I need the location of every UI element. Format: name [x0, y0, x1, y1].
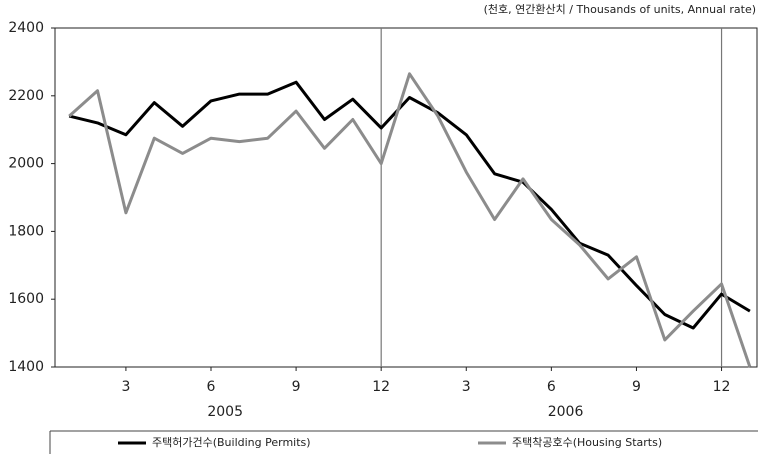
y-tick-label: 1600 — [8, 291, 44, 307]
year-label: 2006 — [548, 404, 584, 420]
plot-frame — [54, 27, 758, 368]
x-tick-label: 9 — [632, 379, 641, 395]
x-tick-label: 3 — [121, 379, 130, 395]
year-label: 2005 — [207, 404, 243, 420]
y-tick-label: 2200 — [8, 88, 44, 104]
y-tick-label: 2000 — [8, 156, 44, 172]
y-tick-label: 2400 — [8, 20, 44, 36]
x-tick-label: 9 — [292, 379, 301, 395]
series-line — [68, 80, 751, 330]
x-tick-label: 12 — [713, 379, 731, 395]
series-line — [68, 72, 752, 368]
x-tick-label: 6 — [547, 379, 556, 395]
y-tick-label: 1800 — [8, 223, 44, 239]
x-tick-label: 6 — [207, 379, 216, 395]
unit-note: (천호, 연간환산치 / Thousands of units, Annual … — [484, 2, 756, 16]
y-tick-label: 1400 — [8, 359, 44, 375]
x-tick-label: 3 — [462, 379, 471, 395]
legend-label: 주택허가건수(Building Permits) — [152, 436, 311, 449]
legend-label: 주택착공호수(Housing Starts) — [512, 436, 662, 449]
x-tick-label: 12 — [372, 379, 390, 395]
